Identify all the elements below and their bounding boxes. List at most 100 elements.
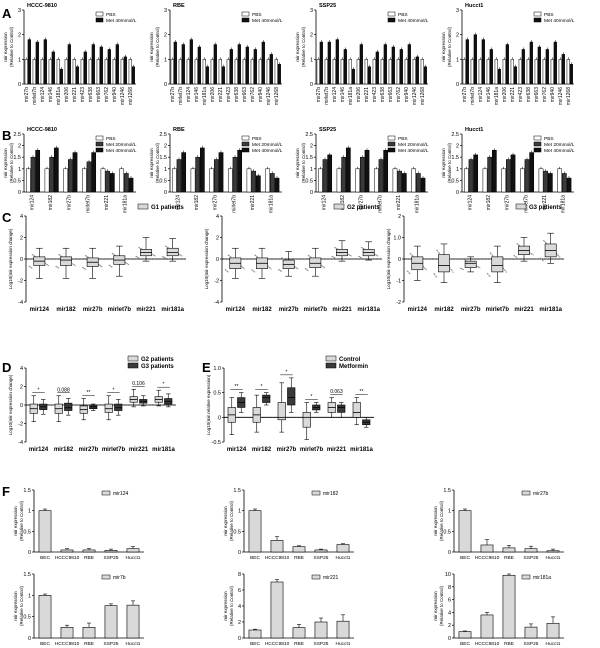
- x-tick-label: mirlet7b: [377, 195, 383, 213]
- y-tick-label: 4: [238, 604, 241, 610]
- data-point: [85, 255, 87, 257]
- data-point: [515, 256, 517, 258]
- data-point: [489, 275, 491, 278]
- bar: [202, 59, 206, 85]
- data-point: [226, 270, 228, 272]
- x-tick-label: mir27b: [213, 195, 219, 211]
- bar: [458, 510, 472, 553]
- legend-swatch: [137, 203, 149, 210]
- y-tick-label: 2.5: [159, 132, 167, 138]
- x-tick-label: mir124: [29, 447, 49, 453]
- x-tick-label: mir221: [218, 87, 224, 103]
- y-tick-label: 0: [18, 82, 21, 88]
- data-point: [464, 259, 467, 261]
- bar: [32, 59, 36, 85]
- bar: [237, 44, 241, 85]
- data-point: [304, 267, 306, 270]
- bar: [250, 59, 254, 85]
- bar: [115, 44, 119, 85]
- y-tick-label: 2: [310, 144, 313, 150]
- bar: [56, 59, 60, 85]
- y-tick-label: 0: [456, 82, 459, 88]
- x-tick-label: HCCC9810: [265, 641, 290, 647]
- bar: [261, 41, 265, 85]
- bar: [123, 56, 127, 85]
- data-point: [488, 274, 490, 277]
- x-tick-label: mir146: [194, 87, 200, 103]
- legend-label: Met 40mmol/L: [398, 18, 429, 24]
- bar: [526, 59, 530, 85]
- y-tick-label: 2: [456, 33, 459, 39]
- legend-label: Control: [339, 357, 361, 363]
- bar: [265, 168, 271, 193]
- data-point: [540, 257, 542, 259]
- data-point: [436, 249, 438, 251]
- x-tick-label: mir181a: [350, 447, 373, 453]
- y-tick-label: 0.5: [23, 615, 31, 621]
- y-axis-label: (Relative to Control): [155, 26, 160, 67]
- bar: [411, 168, 417, 193]
- y-axis-label: mir expression: [433, 506, 438, 536]
- legend-label: mir182: [323, 491, 339, 497]
- bar: [51, 51, 55, 85]
- x-tick-label: mir124: [226, 307, 246, 313]
- data-point: [333, 256, 335, 258]
- x-tick-label: mir182: [56, 307, 76, 313]
- bar: [218, 59, 222, 85]
- bar: [529, 152, 535, 193]
- y-tick-label: 0.5: [451, 178, 459, 184]
- bar: [470, 59, 474, 85]
- bar: [246, 168, 252, 193]
- y-tick-label: 1: [28, 593, 31, 599]
- bar: [232, 156, 238, 193]
- bar: [364, 59, 368, 85]
- data-point: [435, 275, 437, 277]
- bar: [126, 604, 140, 639]
- bar: [391, 46, 395, 85]
- bar: [35, 149, 41, 193]
- legend-swatch: [333, 203, 345, 210]
- y-tick-label: 1.5: [23, 488, 31, 494]
- y-tick-label: 2: [20, 236, 23, 242]
- chart-F-17: 0 2 4 6 8 mir expression (Relative to Control)…: [223, 572, 354, 647]
- legend-label: PBS: [398, 136, 408, 142]
- legend-label: mir221: [323, 575, 339, 581]
- data-point: [28, 265, 30, 267]
- y-tick-label: 2: [164, 33, 167, 39]
- y-tick-label: 1: [456, 167, 459, 173]
- data-point: [350, 255, 352, 257]
- bar: [542, 59, 546, 85]
- x-tick-label: mir762: [104, 87, 110, 103]
- x-tick-label: mir27b: [79, 447, 99, 453]
- x-tick-label: mir27b: [359, 195, 365, 211]
- bar: [489, 49, 493, 85]
- x-tick-label: mir181a: [494, 87, 500, 105]
- bar: [82, 549, 96, 553]
- bar: [497, 68, 501, 85]
- y-axis-label: (Relative to Control): [439, 500, 444, 541]
- data-point: [361, 247, 363, 249]
- bar: [234, 59, 238, 85]
- data-point: [179, 254, 181, 256]
- bar: [292, 546, 306, 553]
- data-point: [518, 244, 520, 246]
- bar: [170, 59, 174, 85]
- y-tick-label: 2.5: [13, 132, 21, 138]
- x-tick-label: HCCC9810: [475, 555, 500, 561]
- bar: [221, 66, 225, 85]
- chart-F-16: 0 0.5 1 1.5 mir expression (Relative to Contr…: [13, 572, 144, 647]
- x-tick-label: mir181a: [348, 87, 354, 105]
- x-tick-label: RBE: [294, 555, 304, 561]
- x-tick-label: mir124: [408, 307, 428, 313]
- legend-label: PBS: [544, 12, 554, 18]
- bar: [513, 66, 517, 85]
- bar: [553, 41, 557, 85]
- bar: [524, 548, 538, 553]
- x-tick-label: mir423: [518, 87, 524, 103]
- bar: [521, 49, 525, 85]
- bar: [48, 59, 52, 85]
- x-tick-label: mir1246: [412, 87, 418, 105]
- y-tick-label: -0.5: [212, 440, 221, 446]
- bar: [561, 54, 565, 85]
